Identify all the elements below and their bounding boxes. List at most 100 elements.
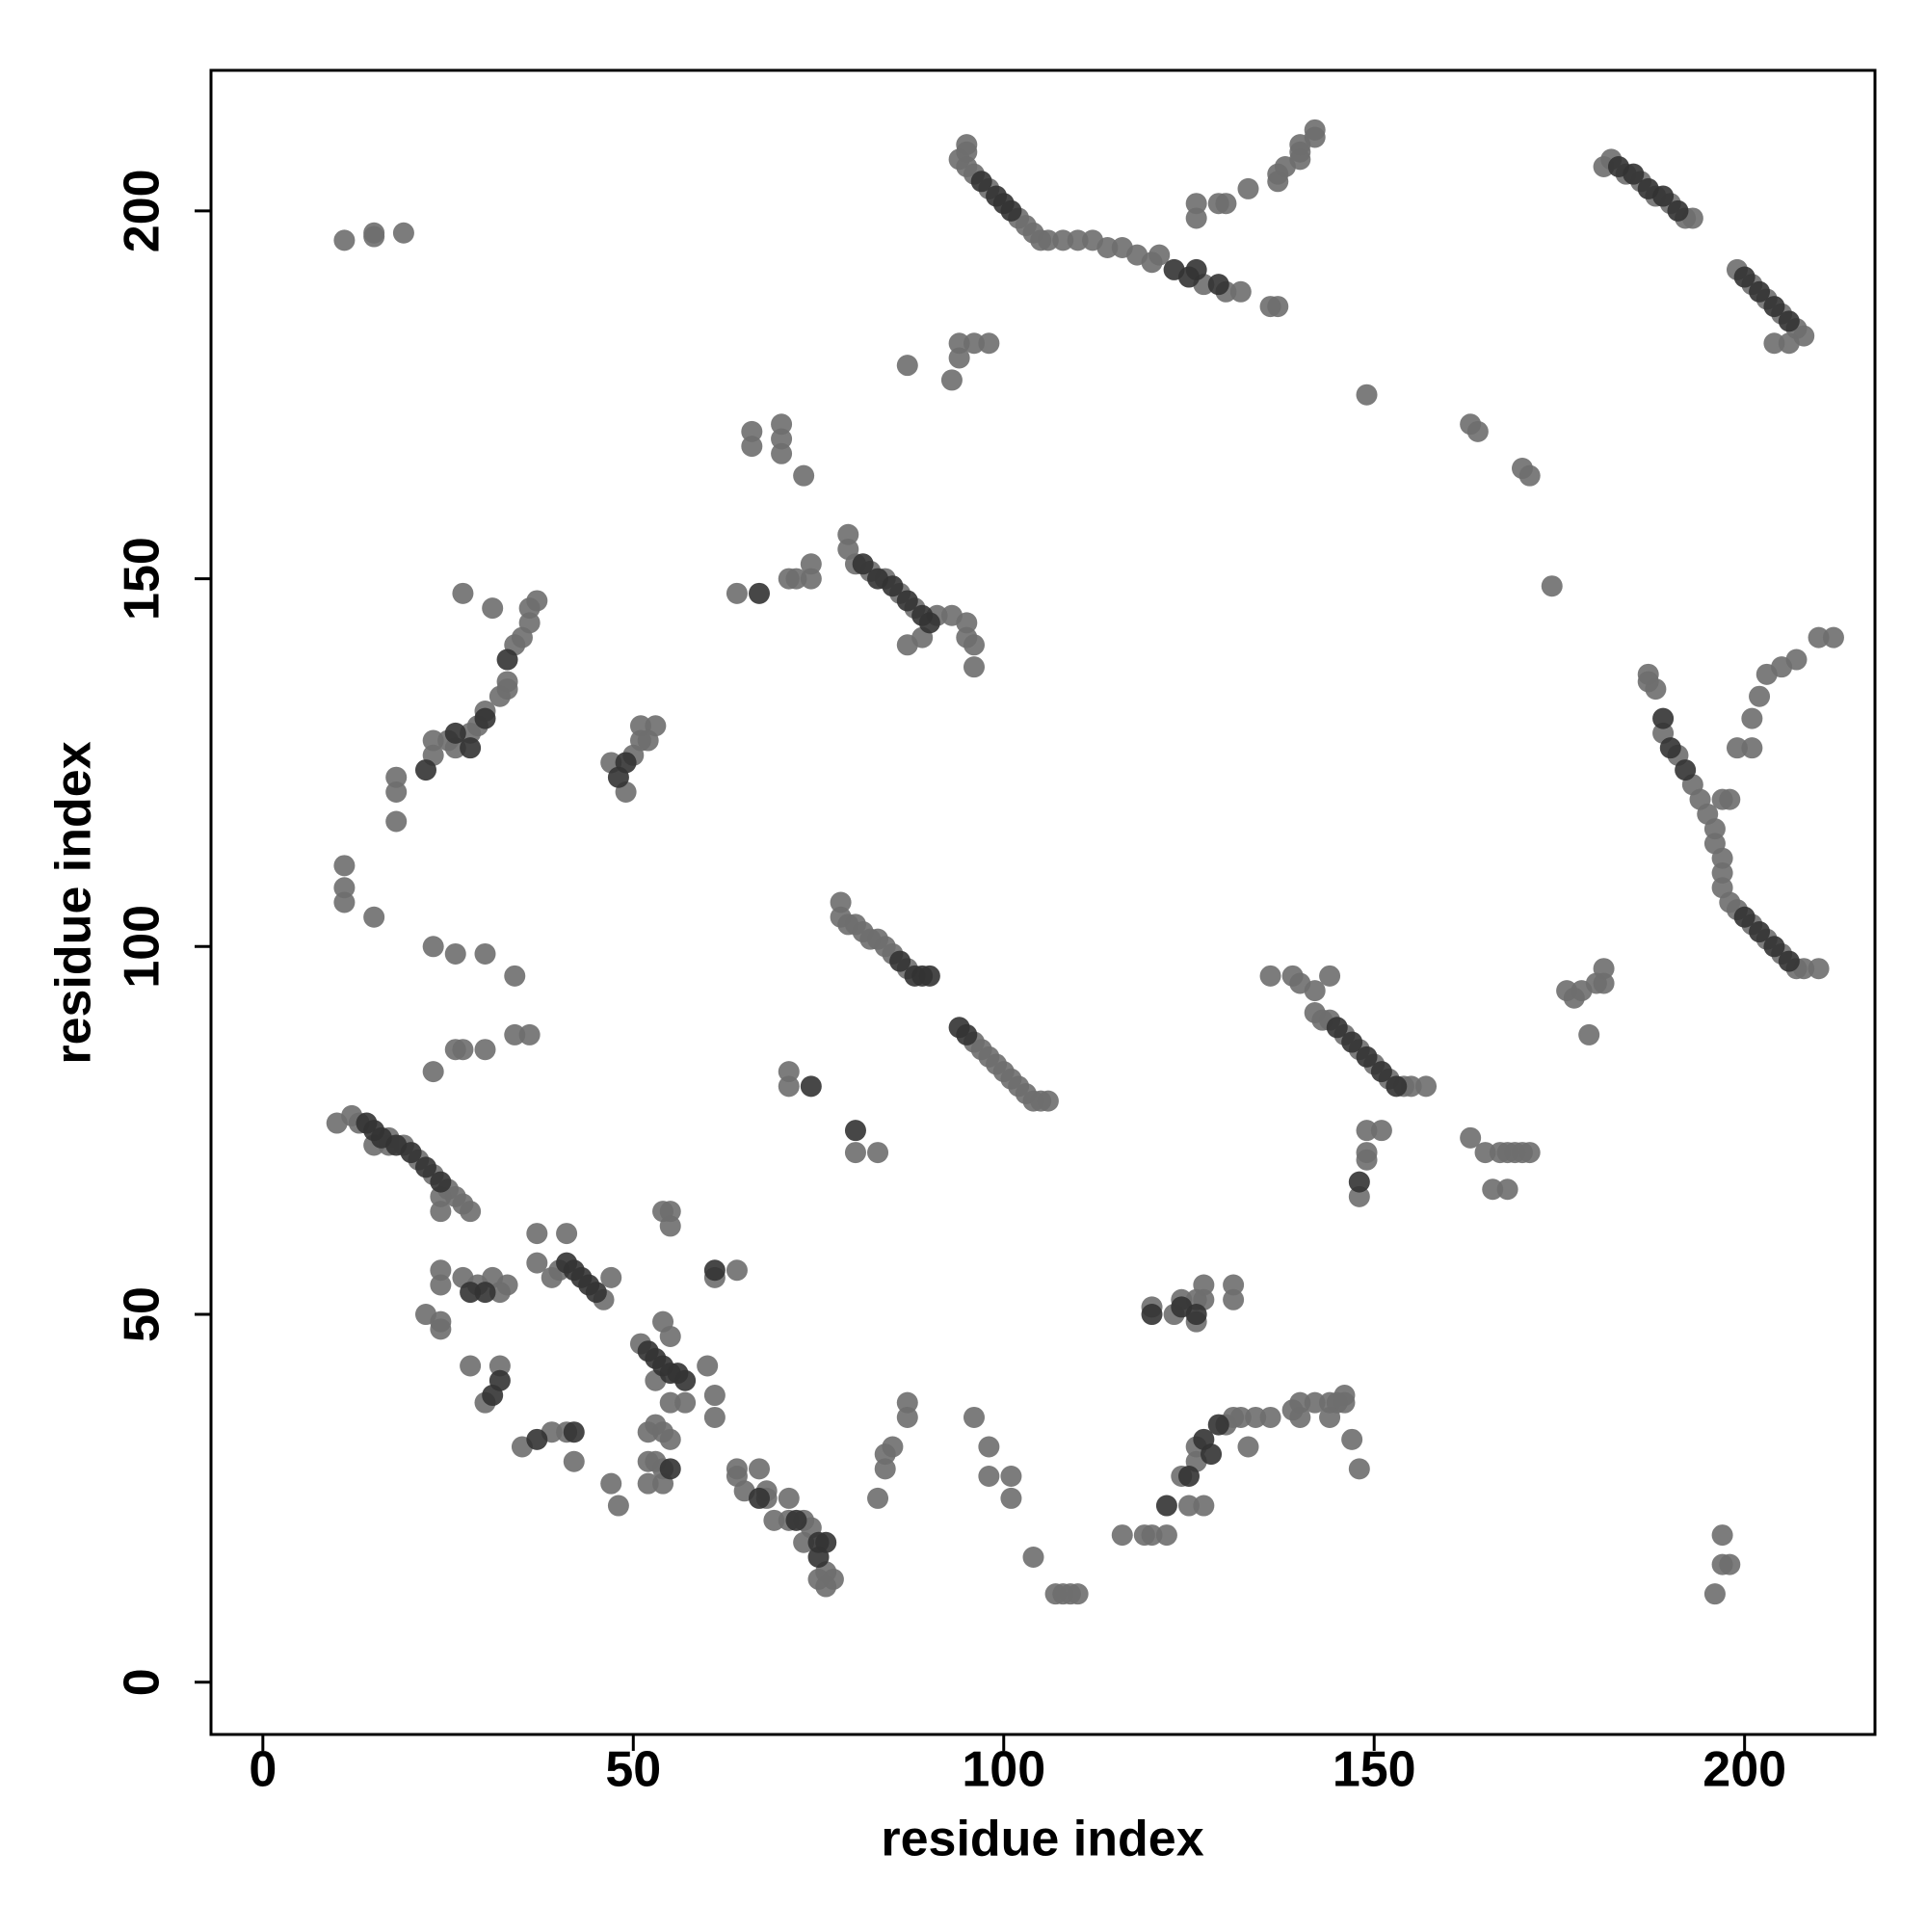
point <box>482 1385 504 1407</box>
point <box>1326 1017 1348 1039</box>
point <box>793 464 815 487</box>
point <box>703 1406 726 1428</box>
point <box>1067 229 1089 251</box>
point <box>800 568 822 590</box>
point <box>1822 626 1844 648</box>
point <box>460 1282 482 1304</box>
point <box>1185 207 1207 229</box>
point <box>422 729 444 752</box>
point <box>1237 1436 1259 1458</box>
point <box>1022 1547 1044 1569</box>
point <box>1466 420 1489 442</box>
point <box>771 442 793 464</box>
point <box>460 722 482 744</box>
point <box>1733 906 1755 928</box>
point <box>474 1282 496 1304</box>
point <box>978 332 1000 355</box>
point <box>1185 258 1207 280</box>
x-tick-label: 50 <box>605 1742 661 1798</box>
point <box>778 1487 800 1509</box>
point <box>1593 972 1615 994</box>
point <box>1460 1126 1482 1149</box>
point <box>1000 1466 1022 1488</box>
point <box>844 1142 866 1164</box>
point <box>1096 236 1119 258</box>
point <box>749 1487 771 1509</box>
point <box>1474 1142 1496 1164</box>
point <box>400 1142 422 1164</box>
point <box>778 1075 800 1098</box>
point <box>1711 847 1733 869</box>
point <box>896 355 918 377</box>
point <box>1703 1583 1726 1605</box>
point <box>1067 1583 1089 1605</box>
point <box>1356 384 1378 406</box>
point <box>771 428 793 450</box>
point <box>889 950 911 972</box>
point <box>1785 648 1808 671</box>
point <box>1341 1428 1363 1450</box>
point <box>852 553 874 575</box>
point <box>474 942 496 965</box>
point <box>785 568 807 590</box>
y-tick-label: 150 <box>115 537 171 621</box>
point <box>1763 296 1785 318</box>
point <box>1719 1553 1741 1575</box>
point <box>867 1487 889 1509</box>
point <box>948 332 970 355</box>
point <box>1370 1120 1392 1142</box>
point <box>1733 266 1755 288</box>
point <box>1289 1391 1311 1414</box>
point <box>1223 1288 1245 1310</box>
point <box>1000 199 1022 222</box>
point <box>1237 177 1259 199</box>
point <box>526 1428 548 1450</box>
point <box>659 1215 681 1237</box>
point <box>956 141 978 163</box>
point <box>1155 1495 1177 1517</box>
point <box>1356 1149 1378 1171</box>
point <box>496 1274 518 1296</box>
point <box>1711 861 1733 884</box>
point <box>830 891 852 913</box>
point <box>1778 310 1800 332</box>
point <box>837 523 859 545</box>
point <box>1741 707 1763 729</box>
point <box>1808 958 1830 980</box>
point <box>1356 1120 1378 1142</box>
point <box>1356 1045 1378 1068</box>
point <box>585 1282 607 1304</box>
point <box>1711 1524 1733 1547</box>
point <box>726 582 748 604</box>
point <box>414 1156 436 1178</box>
point <box>800 1075 822 1098</box>
point <box>1667 199 1689 222</box>
point <box>659 1201 681 1223</box>
point <box>1177 1466 1200 1488</box>
point <box>1245 1406 1267 1428</box>
point <box>1193 1495 1215 1517</box>
y-axis-title: residue index <box>46 741 102 1064</box>
point <box>1518 464 1541 487</box>
point <box>563 1421 585 1443</box>
y-tick-label: 50 <box>115 1286 171 1342</box>
point <box>607 1495 629 1517</box>
point <box>1778 950 1800 972</box>
point <box>444 942 466 965</box>
point <box>940 369 963 391</box>
point <box>956 612 978 634</box>
point <box>1348 1185 1370 1207</box>
point <box>1185 193 1207 215</box>
point <box>1348 1171 1370 1193</box>
point <box>778 1061 800 1083</box>
point <box>1319 1406 1341 1428</box>
point <box>1763 332 1785 355</box>
point <box>978 1466 1000 1488</box>
point <box>1155 1524 1177 1547</box>
point <box>1304 980 1326 1002</box>
point <box>1193 1274 1215 1296</box>
point <box>563 1450 585 1472</box>
point <box>948 347 970 369</box>
point <box>963 656 985 678</box>
